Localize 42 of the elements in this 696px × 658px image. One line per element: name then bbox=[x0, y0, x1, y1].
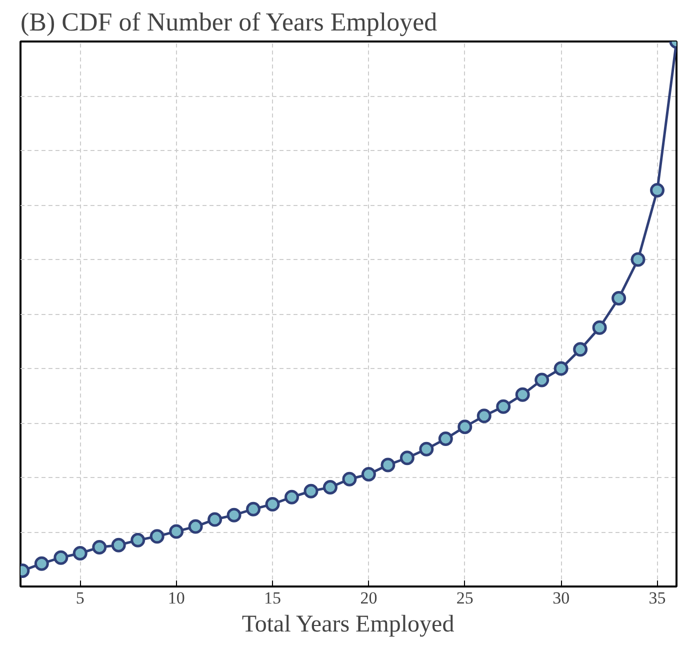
point bbox=[322, 480, 338, 495]
x-tick-label: 20 bbox=[360, 588, 378, 608]
point bbox=[361, 466, 376, 482]
point bbox=[342, 472, 357, 486]
x-tick-label: 25 bbox=[456, 588, 474, 608]
point bbox=[169, 524, 184, 539]
point bbox=[515, 387, 530, 402]
point bbox=[592, 320, 607, 335]
point bbox=[476, 408, 492, 424]
point bbox=[573, 342, 588, 357]
point bbox=[150, 529, 164, 544]
point bbox=[612, 290, 626, 306]
point bbox=[284, 490, 299, 504]
point bbox=[54, 550, 68, 565]
x-tick-label: 5 bbox=[76, 588, 84, 608]
point bbox=[72, 546, 88, 560]
point bbox=[265, 496, 280, 512]
point bbox=[111, 538, 126, 552]
point bbox=[246, 502, 261, 516]
point bbox=[554, 361, 568, 376]
point bbox=[34, 556, 49, 571]
point bbox=[496, 399, 511, 414]
point bbox=[208, 512, 222, 527]
point bbox=[400, 450, 414, 466]
chart-title: (B) CDF of Number of Years Employed bbox=[20, 8, 438, 36]
x-tick-label: 35 bbox=[648, 588, 666, 608]
point bbox=[438, 432, 453, 446]
point bbox=[130, 532, 146, 548]
x-tick-label: 10 bbox=[168, 588, 185, 608]
point bbox=[458, 420, 472, 434]
point bbox=[650, 183, 665, 198]
point bbox=[419, 442, 434, 456]
x-tick-label: 30 bbox=[552, 588, 570, 608]
point bbox=[226, 508, 242, 522]
point bbox=[630, 252, 646, 267]
point bbox=[534, 372, 550, 388]
x-tick-label: 15 bbox=[264, 588, 282, 608]
point bbox=[92, 540, 107, 554]
x-axis-title: Total Years Employed bbox=[242, 612, 454, 638]
point bbox=[188, 519, 203, 534]
point bbox=[304, 484, 318, 498]
point bbox=[380, 458, 396, 472]
